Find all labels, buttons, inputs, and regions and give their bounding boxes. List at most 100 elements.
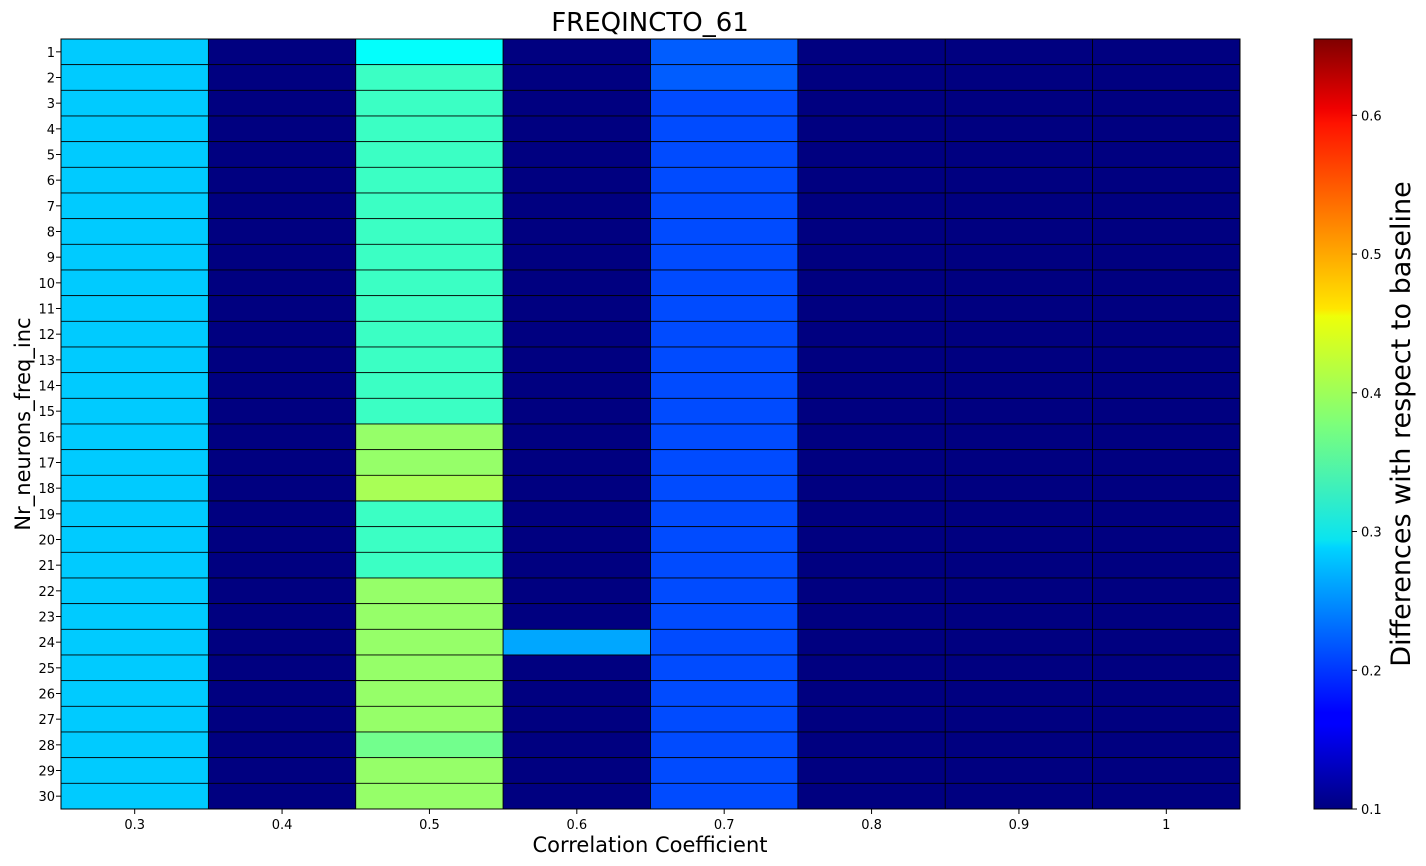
heatmap-cell	[207, 474, 357, 502]
heatmap-cell	[1092, 397, 1241, 425]
heatmap-cell	[1092, 654, 1241, 682]
heatmap-cell	[502, 346, 651, 374]
heatmap-cell	[502, 269, 651, 297]
chart-title: FREQINCTO_61	[551, 8, 749, 38]
heatmap-cell	[207, 346, 357, 374]
heatmap-cell	[797, 474, 946, 502]
heatmap-cell	[650, 243, 799, 271]
heatmap-cell	[60, 551, 209, 579]
heatmap-cell	[207, 680, 357, 707]
heatmap-cell	[650, 577, 799, 605]
heatmap-cell	[1092, 192, 1241, 220]
heatmap-cell	[944, 654, 1094, 682]
heatmap-cell	[207, 397, 357, 425]
heatmap-cell	[60, 474, 209, 502]
y-tick-label: 1	[47, 46, 55, 61]
heatmap-cell	[1092, 449, 1241, 476]
heatmap-cell	[797, 115, 946, 143]
y-tick-label: 19	[38, 508, 55, 523]
heatmap-cell	[60, 731, 209, 759]
heatmap-cell	[355, 269, 504, 297]
x-tick-label: 0.3	[124, 818, 145, 833]
heatmap-cell	[797, 705, 946, 733]
colorbar-label: Differences with respect to baseline	[1386, 181, 1417, 666]
heatmap-cell	[60, 218, 209, 245]
heatmap-cell	[650, 218, 799, 245]
x-tick-label: 0.9	[1009, 818, 1030, 833]
heatmap-cell	[60, 680, 209, 707]
heatmap-cell	[502, 757, 651, 784]
y-tick-label: 30	[38, 790, 55, 805]
y-tick-label: 17	[38, 457, 55, 472]
heatmap-cell	[355, 654, 504, 682]
heatmap-cell	[1092, 603, 1241, 630]
heatmap-cell	[650, 628, 799, 656]
colorbar-ticks: 0.1 0.2 0.3 0.4 0.5 0.6	[1352, 109, 1382, 818]
heatmap-cell	[207, 218, 357, 245]
heatmap-cell	[355, 64, 504, 91]
heatmap-cell	[502, 397, 651, 425]
heatmap-cell	[1092, 115, 1241, 143]
heatmap-cell	[355, 526, 504, 553]
heatmap-cell	[502, 64, 651, 91]
heatmap-cell	[60, 500, 209, 528]
y-tick-label: 28	[38, 739, 55, 754]
heatmap-cell	[944, 731, 1094, 759]
x-tick-label: 0.8	[861, 818, 882, 833]
colorbar-tick-label: 0.1	[1361, 803, 1382, 818]
heatmap-cell	[650, 397, 799, 425]
heatmap-cell	[797, 89, 946, 117]
heatmap-cell	[60, 346, 209, 374]
heatmap-cell	[944, 115, 1094, 143]
heatmap-cell	[60, 423, 209, 451]
heatmap-cell	[502, 705, 651, 733]
y-tick-label: 6	[47, 174, 55, 189]
heatmap-cell	[502, 654, 651, 682]
heatmap-cell	[1092, 628, 1241, 656]
heatmap-cell	[502, 423, 651, 451]
heatmap-cell	[650, 346, 799, 374]
heatmap-cell	[502, 320, 651, 348]
heatmap-cell	[944, 551, 1094, 579]
heatmap-cell	[650, 551, 799, 579]
heatmap-cell	[355, 295, 504, 322]
heatmap-cell	[650, 474, 799, 502]
y-tick-label: 8	[47, 226, 55, 241]
heatmap-cell	[60, 166, 209, 194]
heatmap-cell	[944, 89, 1094, 117]
heatmap-cell	[60, 38, 209, 66]
heatmap-cell	[502, 243, 651, 271]
heatmap-cell	[797, 64, 946, 91]
heatmap-cell	[650, 680, 799, 707]
heatmap-cell	[650, 757, 799, 784]
heatmap-cell	[60, 782, 209, 810]
heatmap-cell	[944, 64, 1094, 91]
heatmap-cell	[797, 320, 946, 348]
heatmap-cell	[207, 731, 357, 759]
heatmap-cell	[650, 603, 799, 630]
colorbar-tick-label: 0.6	[1361, 109, 1382, 124]
heatmap-cell	[355, 141, 504, 168]
x-axis-ticks: 0.3 0.4 0.5 0.6 0.7 0.8 0.9 1	[124, 809, 1170, 833]
heatmap-cell	[797, 166, 946, 194]
heatmap-cell	[60, 115, 209, 143]
heatmap-cell	[944, 782, 1094, 810]
x-tick-label: 1	[1162, 818, 1170, 833]
heatmap-cell	[207, 603, 357, 630]
heatmap-cell	[650, 449, 799, 476]
y-tick-label: 4	[47, 123, 55, 138]
heatmap-cell	[1092, 269, 1241, 297]
heatmap-cell	[60, 89, 209, 117]
heatmap-cell	[60, 295, 209, 322]
heatmap-cell	[60, 269, 209, 297]
heatmap-cell	[502, 372, 651, 399]
heatmap-cell	[207, 500, 357, 528]
heatmap-cell	[1092, 551, 1241, 579]
heatmap-cell	[650, 500, 799, 528]
heatmap-cell	[207, 269, 357, 297]
heatmap-cell	[797, 757, 946, 784]
heatmap-cell	[650, 115, 799, 143]
heatmap-cell	[1092, 680, 1241, 707]
heatmap-cell	[797, 731, 946, 759]
heatmap-cell	[207, 526, 357, 553]
